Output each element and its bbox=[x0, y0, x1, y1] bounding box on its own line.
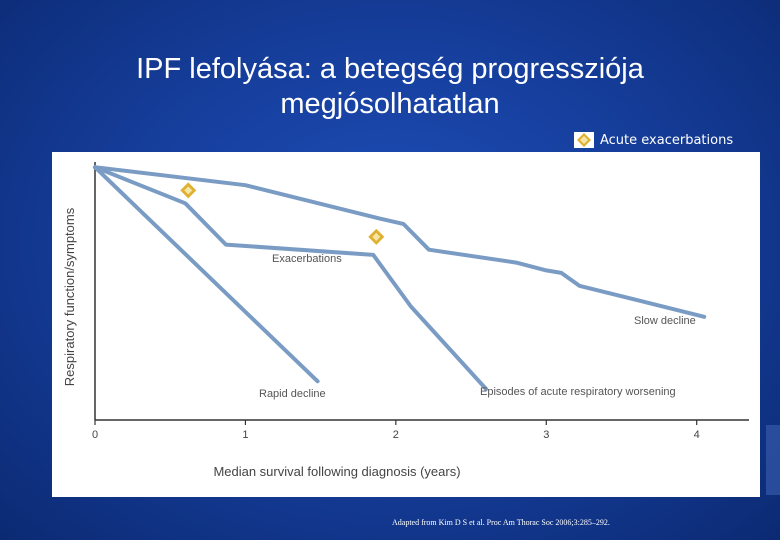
chart-text: 0 1 2 3 4 Median survival following diagnosis… bbox=[62, 207, 700, 479]
chart-panel: 0 1 2 3 4 Median survival following diagnosis… bbox=[52, 152, 760, 497]
slide-title: IPF lefolyása: a betegség progressziója … bbox=[60, 52, 720, 122]
chart-lines bbox=[93, 165, 707, 391]
x-tick-label: 2 bbox=[393, 429, 399, 441]
chart-markers bbox=[180, 182, 385, 245]
slide-title-line2: megjósolhatatlan bbox=[280, 88, 500, 120]
series-line-1 bbox=[93, 165, 489, 391]
curve-label-1: Slow decline bbox=[634, 315, 696, 327]
chart-legend: Acute exacerbations bbox=[574, 130, 733, 150]
chart-svg: 0 1 2 3 4 Median survival following diagnosis… bbox=[62, 162, 749, 479]
curve-label-2: Episodes of acute respiratory worsening bbox=[480, 386, 676, 398]
diamond-marker-icon bbox=[577, 133, 591, 147]
x-tick-label: 1 bbox=[242, 429, 248, 441]
curve-label-3: Rapid decline bbox=[259, 388, 326, 400]
x-axis-title: Median survival following diagnosis (yea… bbox=[213, 464, 460, 479]
series-line-2 bbox=[93, 165, 320, 384]
x-tick-label: 0 bbox=[92, 429, 98, 441]
slide-edge-decoration bbox=[766, 425, 780, 495]
exacerbation-marker-center-1 bbox=[372, 232, 381, 241]
x-tick-label: 3 bbox=[543, 429, 549, 441]
slide-title-line1: IPF lefolyása: a betegség progressziója bbox=[136, 53, 644, 85]
curve-label-0: Exacerbations bbox=[272, 253, 342, 265]
exacerbation-marker-center-0 bbox=[184, 186, 193, 195]
legend-label: Acute exacerbations bbox=[600, 132, 734, 148]
source-footnote: Adapted from Kim D S et al. Proc Am Thor… bbox=[392, 518, 610, 527]
legend-swatch bbox=[574, 132, 594, 148]
series-line-0 bbox=[93, 165, 707, 319]
y-axis-title: Respiratory function/symptoms bbox=[62, 207, 77, 386]
chart-axes bbox=[94, 162, 749, 425]
x-tick-label: 4 bbox=[694, 429, 700, 441]
